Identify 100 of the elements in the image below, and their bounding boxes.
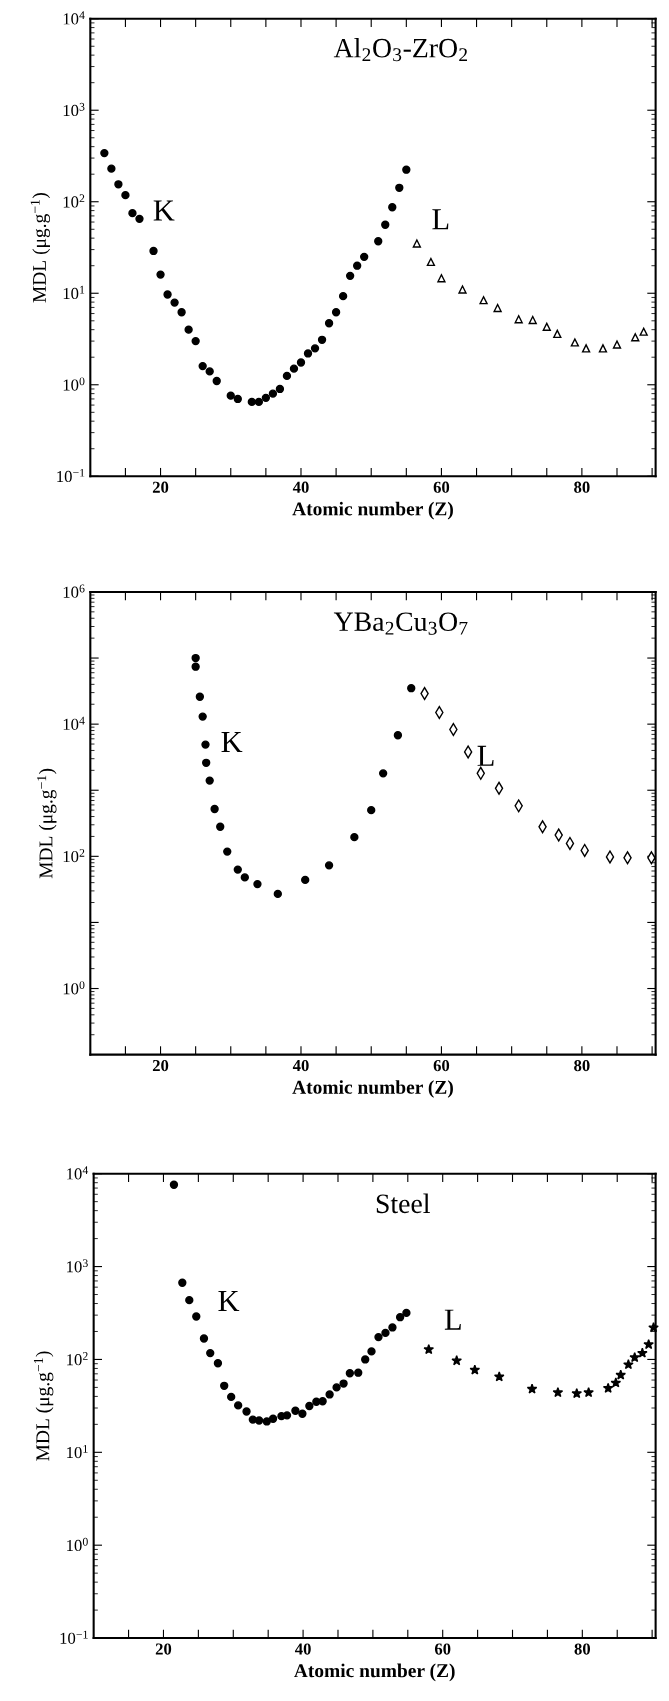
point xyxy=(227,1392,236,1402)
point xyxy=(615,1369,627,1380)
point xyxy=(324,319,334,328)
point xyxy=(275,384,285,394)
point xyxy=(552,1386,564,1398)
point xyxy=(261,393,271,402)
y-tick-label: 10$^{−1}$ xyxy=(57,468,85,483)
point xyxy=(598,344,608,353)
point xyxy=(268,1414,278,1423)
text: Steel xyxy=(376,1193,430,1214)
y-tick-label: 10$^{6}$ xyxy=(63,584,85,598)
y-tick-label: 10$^{2}$ xyxy=(63,848,85,863)
point xyxy=(629,1351,640,1363)
y-tick-label: 10$^{2}$ xyxy=(63,194,85,208)
point xyxy=(395,183,404,192)
y-tick-label: 10$^{0}$ xyxy=(67,1537,88,1552)
annotation: K xyxy=(153,200,175,221)
point xyxy=(612,340,622,349)
point xyxy=(233,1401,243,1410)
point xyxy=(381,220,390,229)
point xyxy=(291,1406,300,1415)
point xyxy=(149,246,158,256)
point xyxy=(191,336,200,346)
point xyxy=(195,692,205,701)
point xyxy=(423,1343,435,1355)
point xyxy=(643,1338,654,1350)
annotation: L xyxy=(444,1309,461,1330)
x-tick-label: 80 xyxy=(574,1059,590,1072)
x-tick-label: 20 xyxy=(152,481,169,493)
point xyxy=(201,740,210,749)
point xyxy=(602,1382,614,1393)
point xyxy=(553,329,562,339)
point xyxy=(339,1379,348,1388)
point xyxy=(469,1364,481,1375)
point xyxy=(191,653,200,663)
point xyxy=(412,239,422,248)
point xyxy=(205,367,214,376)
point xyxy=(184,325,193,334)
point xyxy=(402,1308,411,1318)
y-tick-label: 10$^{4}$ xyxy=(63,11,85,25)
y-tick-label: 10$^{4}$ xyxy=(67,1166,89,1180)
point xyxy=(212,376,221,386)
point xyxy=(354,1368,363,1377)
point xyxy=(192,1312,201,1321)
point xyxy=(223,847,232,856)
point xyxy=(121,190,130,200)
point xyxy=(570,338,580,347)
point xyxy=(301,875,310,885)
point xyxy=(338,291,348,301)
point xyxy=(247,397,256,407)
point xyxy=(220,1381,229,1390)
point xyxy=(253,879,262,889)
x-tick-label: 60 xyxy=(434,1643,451,1655)
point xyxy=(393,731,403,740)
point xyxy=(360,252,369,262)
y-tick-label: 10$^{−1}$ xyxy=(60,1630,88,1644)
point xyxy=(493,1371,505,1382)
point xyxy=(352,261,362,270)
y-axis-title: MDL (μg.g$^{−1}$) xyxy=(30,193,51,303)
point xyxy=(254,1416,264,1425)
point xyxy=(248,1415,257,1424)
point xyxy=(571,1387,583,1399)
point xyxy=(305,1401,314,1411)
point xyxy=(310,344,320,353)
point xyxy=(114,180,123,189)
point xyxy=(233,865,242,874)
point xyxy=(345,1369,355,1378)
y-tick-label: 10$^{1}$ xyxy=(67,1444,88,1459)
point xyxy=(361,1355,370,1364)
y-tick-label: 10$^{2}$ xyxy=(67,1352,88,1366)
point xyxy=(135,214,144,224)
point xyxy=(128,209,137,218)
point xyxy=(345,271,355,281)
point xyxy=(163,290,172,299)
point xyxy=(303,349,313,358)
point xyxy=(451,1355,462,1366)
point xyxy=(216,822,225,831)
y-tick-label: 10$^{3}$ xyxy=(63,102,85,117)
point xyxy=(317,335,327,344)
point xyxy=(437,274,446,283)
point xyxy=(296,358,306,367)
point xyxy=(583,1386,594,1398)
x-tick-label: 40 xyxy=(292,1059,309,1072)
y-axis-title: MDL (μg.g$^{−1}$) xyxy=(33,1351,54,1461)
point xyxy=(242,1407,251,1416)
point xyxy=(210,804,219,814)
point xyxy=(202,758,211,767)
y-tick-label: 10$^{0}$ xyxy=(63,377,85,391)
x-tick-label: 40 xyxy=(292,481,309,493)
text: Al$_{2}$O$_{3}$-ZrO$_{2}$ xyxy=(333,37,467,62)
point xyxy=(170,298,179,307)
annotation: L xyxy=(477,745,494,766)
point xyxy=(378,769,388,778)
x-axis-title: Atomic number (Z) xyxy=(292,501,453,520)
x-tick-label: 60 xyxy=(433,1059,450,1072)
y-tick-label: 10$^{1}$ xyxy=(63,285,85,300)
y-tick-label: 10$^{3}$ xyxy=(67,1259,88,1273)
point xyxy=(637,1347,648,1358)
point xyxy=(268,389,278,398)
text: YBa$_{2}$Cu$_{3}$O$_{7}$ xyxy=(333,612,468,635)
